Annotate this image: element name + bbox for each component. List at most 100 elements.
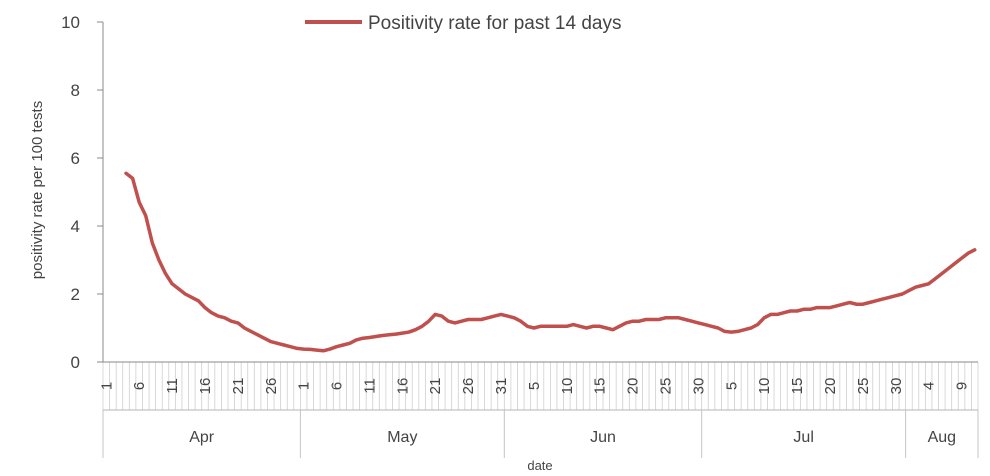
- data-point: [803, 309, 805, 311]
- data-point: [612, 329, 614, 331]
- data-point: [928, 283, 930, 285]
- x-day-tick-label: 20: [625, 378, 642, 395]
- data-point: [730, 331, 732, 333]
- x-day-tick-label: 26: [460, 378, 477, 395]
- data-point: [382, 335, 384, 337]
- y-tick-label: 6: [71, 149, 80, 168]
- data-point: [921, 285, 923, 287]
- data-point: [915, 286, 917, 288]
- data-point: [296, 348, 298, 350]
- data-point: [678, 317, 680, 319]
- data-point: [744, 329, 746, 331]
- data-point: [461, 320, 463, 322]
- x-day-tick-label: 16: [394, 378, 411, 395]
- data-point: [717, 327, 719, 329]
- data-point: [191, 297, 193, 299]
- data-point: [474, 319, 476, 321]
- data-point: [790, 310, 792, 312]
- data-point: [487, 317, 489, 319]
- data-point: [152, 242, 154, 244]
- data-point: [402, 332, 404, 334]
- data-point: [158, 259, 160, 261]
- data-point: [888, 297, 890, 299]
- data-point: [869, 302, 871, 304]
- y-tick-label: 8: [71, 81, 80, 100]
- data-point: [566, 326, 568, 328]
- data-point: [441, 315, 443, 317]
- data-point: [204, 307, 206, 309]
- x-day-tick-label: 21: [230, 378, 247, 395]
- data-point: [217, 315, 219, 317]
- data-point: [559, 326, 561, 328]
- data-point: [836, 305, 838, 307]
- data-point: [309, 349, 311, 351]
- data-point: [895, 295, 897, 297]
- data-point: [855, 303, 857, 305]
- data-point: [658, 319, 660, 321]
- data-point: [573, 324, 575, 326]
- data-point: [605, 327, 607, 329]
- data-point: [941, 273, 943, 275]
- data-point: [342, 344, 344, 346]
- data-point: [579, 326, 581, 328]
- x-day-tick-label: 31: [493, 378, 510, 395]
- x-day-tick-label: 10: [756, 378, 773, 395]
- data-point: [671, 317, 673, 319]
- x-day-tick-label: 5: [526, 382, 543, 390]
- data-point: [961, 258, 963, 260]
- data-point: [257, 334, 259, 336]
- data-point: [691, 320, 693, 322]
- x-day-tick-label: 30: [888, 378, 905, 395]
- data-point: [908, 290, 910, 292]
- data-point: [263, 337, 265, 339]
- x-day-tick-label: 30: [690, 378, 707, 395]
- data-point: [599, 326, 601, 328]
- data-point: [540, 326, 542, 328]
- data-point: [665, 317, 667, 319]
- data-point: [211, 312, 213, 314]
- data-point: [796, 310, 798, 312]
- data-point: [395, 333, 397, 335]
- data-point: [882, 298, 884, 300]
- data-point: [362, 337, 364, 339]
- x-day-tick-label: 25: [855, 378, 872, 395]
- data-point: [415, 329, 417, 331]
- x-day-tick-label: 10: [559, 378, 576, 395]
- data-point: [125, 173, 127, 175]
- data-point: [500, 314, 502, 316]
- x-axis-label: date: [527, 458, 552, 473]
- data-point: [809, 309, 811, 311]
- data-point: [138, 201, 140, 203]
- data-point: [823, 307, 825, 309]
- x-day-tick-label: 11: [164, 378, 181, 394]
- data-point: [303, 348, 305, 350]
- data-point: [829, 307, 831, 309]
- data-point: [934, 278, 936, 280]
- data-point: [428, 320, 430, 322]
- x-month-label: Jul: [793, 429, 813, 446]
- data-point: [178, 288, 180, 290]
- series-layer: [125, 173, 975, 352]
- x-day-tick-label: 15: [592, 378, 609, 395]
- data-point: [145, 215, 147, 217]
- data-point: [165, 273, 167, 275]
- data-point: [283, 344, 285, 346]
- data-point: [520, 320, 522, 322]
- x-day-tick-label: 9: [954, 382, 971, 390]
- x-day-tick-label: 1: [98, 382, 115, 390]
- data-point: [198, 300, 200, 302]
- data-point: [316, 349, 318, 351]
- x-day-tick-label: 16: [197, 378, 214, 395]
- x-month-label: May: [387, 429, 417, 446]
- data-point: [684, 319, 686, 321]
- data-point: [737, 331, 739, 333]
- data-point: [388, 334, 390, 336]
- data-point: [467, 319, 469, 321]
- data-point: [533, 327, 535, 329]
- data-point: [421, 326, 423, 328]
- x-month-label: Jun: [590, 429, 616, 446]
- data-point: [349, 343, 351, 345]
- data-point: [875, 300, 877, 302]
- data-point: [698, 322, 700, 324]
